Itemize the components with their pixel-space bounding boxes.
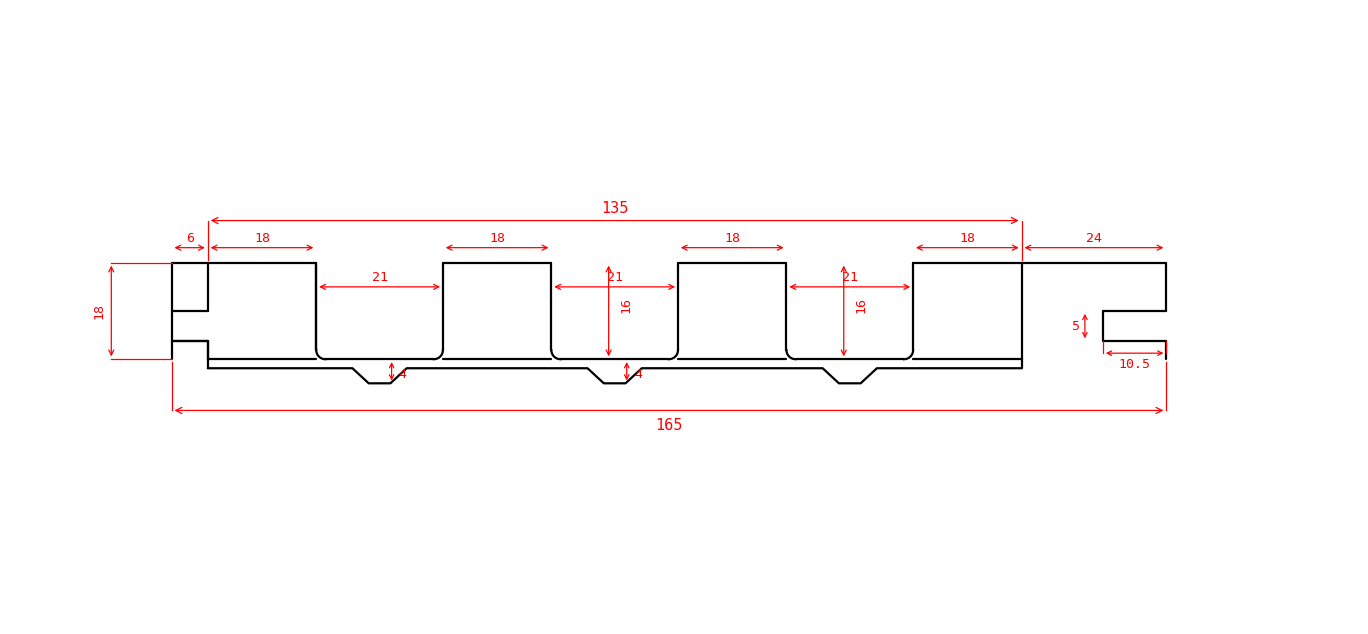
Text: 16: 16 — [855, 297, 867, 313]
Text: 4: 4 — [633, 368, 642, 381]
Text: 18: 18 — [724, 231, 740, 245]
Text: 18: 18 — [254, 231, 269, 245]
Text: 4: 4 — [399, 368, 406, 381]
Text: 5: 5 — [1071, 320, 1079, 333]
Text: 21: 21 — [606, 271, 622, 284]
Text: 18: 18 — [93, 303, 105, 319]
Text: 18: 18 — [959, 231, 975, 245]
Text: 135: 135 — [601, 201, 628, 216]
Text: 165: 165 — [655, 418, 683, 432]
Text: 21: 21 — [372, 271, 387, 284]
Text: 24: 24 — [1086, 231, 1103, 245]
Text: 16: 16 — [620, 297, 632, 313]
Text: 18: 18 — [490, 231, 505, 245]
Text: 6: 6 — [186, 231, 194, 245]
Text: 10.5: 10.5 — [1119, 358, 1150, 371]
Text: 21: 21 — [841, 271, 858, 284]
